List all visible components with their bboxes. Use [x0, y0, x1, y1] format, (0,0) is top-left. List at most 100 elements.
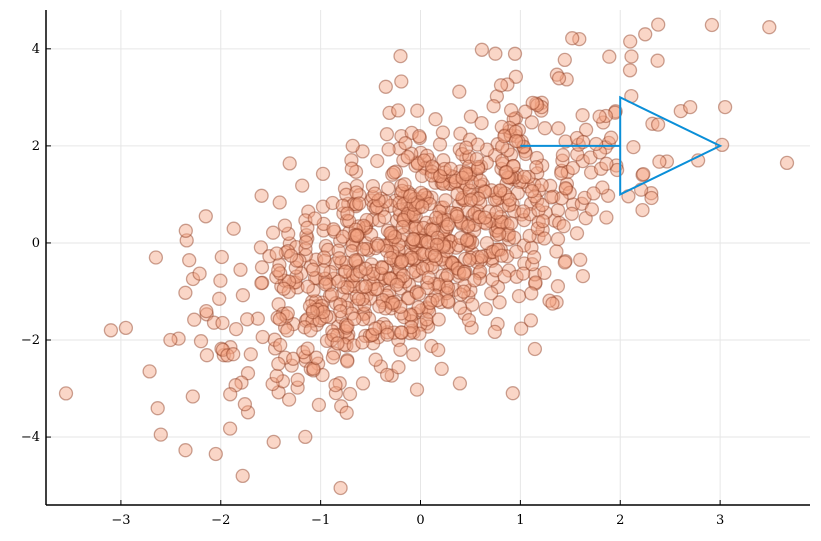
data-point — [286, 275, 301, 290]
data-point — [337, 337, 352, 352]
data-point — [412, 246, 427, 261]
data-point — [436, 239, 451, 254]
data-point — [560, 164, 575, 180]
data-point — [430, 168, 445, 183]
data-point — [425, 223, 440, 238]
axes — [45, 10, 810, 506]
data-point — [425, 293, 440, 308]
data-point — [557, 52, 572, 68]
data-point — [443, 176, 458, 192]
data-point — [501, 232, 517, 247]
data-point — [185, 271, 201, 287]
data-point — [523, 196, 539, 211]
data-point — [470, 203, 485, 219]
data-point — [309, 271, 324, 286]
data-point — [401, 277, 417, 292]
data-point — [426, 216, 441, 232]
data-point — [484, 253, 500, 268]
data-point — [419, 215, 434, 230]
data-point — [462, 252, 477, 268]
data-point — [411, 268, 426, 283]
data-point — [554, 191, 569, 206]
data-point — [508, 133, 524, 149]
data-point — [340, 354, 355, 369]
data-point — [425, 260, 440, 275]
data-point — [447, 282, 463, 297]
data-point — [223, 387, 238, 402]
data-point — [488, 223, 503, 238]
data-point — [311, 397, 327, 413]
data-point — [290, 280, 305, 295]
data-point — [528, 275, 543, 290]
data-point — [364, 193, 379, 208]
tick-labels: −3 −2 −1 0 1 2 3 −4 −2 0 2 4 — [21, 42, 724, 528]
y-tick-label: 2 — [32, 139, 40, 154]
data-point — [463, 250, 479, 266]
data-point — [430, 230, 445, 245]
data-point — [381, 293, 396, 309]
data-point — [439, 278, 454, 293]
data-point — [578, 211, 593, 226]
data-point — [330, 336, 345, 351]
data-point — [428, 112, 443, 127]
data-point — [462, 217, 477, 232]
data-point — [444, 205, 459, 221]
data-point — [347, 311, 362, 327]
data-point — [461, 289, 476, 304]
data-point — [650, 53, 665, 68]
data-point — [433, 200, 449, 215]
data-point — [575, 268, 591, 284]
data-point — [411, 233, 427, 249]
data-point — [326, 271, 342, 286]
data-point — [416, 193, 431, 208]
data-point — [397, 177, 412, 192]
data-point — [473, 159, 489, 174]
data-point — [461, 167, 476, 182]
data-point — [507, 230, 522, 245]
data-point — [497, 129, 512, 144]
data-point — [294, 266, 309, 281]
data-point — [388, 193, 403, 208]
data-point — [383, 250, 398, 266]
data-point — [334, 399, 349, 414]
data-point — [208, 446, 223, 462]
data-point — [485, 212, 500, 227]
data-point — [282, 156, 297, 171]
data-point — [298, 353, 313, 368]
data-point — [223, 340, 238, 355]
data-point — [239, 312, 255, 327]
data-point — [381, 142, 396, 157]
data-point — [497, 269, 512, 284]
data-point — [465, 235, 480, 250]
data-point — [400, 252, 416, 268]
data-point — [325, 350, 341, 365]
data-point — [598, 108, 614, 124]
data-point — [344, 244, 360, 259]
data-point — [443, 257, 458, 272]
data-point — [443, 233, 458, 249]
data-point — [429, 242, 444, 257]
data-point — [457, 192, 472, 208]
data-point — [316, 216, 331, 232]
data-point — [427, 248, 442, 264]
x-tick-label: 3 — [716, 513, 724, 528]
data-point — [379, 320, 394, 335]
data-point — [607, 105, 623, 120]
data-point — [272, 312, 287, 327]
data-point — [509, 269, 524, 284]
data-point — [673, 103, 688, 119]
data-point — [337, 264, 353, 279]
data-point — [440, 212, 455, 228]
data-point — [386, 230, 401, 245]
data-point — [355, 291, 370, 307]
data-point — [464, 320, 479, 335]
data-point — [465, 245, 480, 261]
data-point — [435, 125, 451, 140]
data-point — [273, 337, 288, 353]
data-point — [420, 275, 435, 290]
data-point — [489, 185, 504, 201]
data-point — [413, 185, 429, 201]
data-point — [355, 312, 371, 327]
data-point — [456, 266, 472, 281]
data-point — [470, 159, 486, 175]
